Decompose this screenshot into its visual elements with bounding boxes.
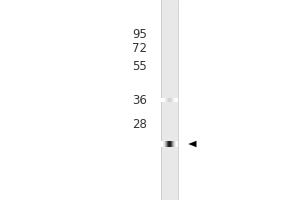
Text: 72: 72 bbox=[132, 42, 147, 54]
Text: 55: 55 bbox=[132, 60, 147, 72]
Text: 28: 28 bbox=[132, 117, 147, 130]
Polygon shape bbox=[188, 141, 196, 147]
Text: 95: 95 bbox=[132, 27, 147, 40]
Bar bbox=[161, 0, 178, 200]
Text: 36: 36 bbox=[132, 94, 147, 106]
